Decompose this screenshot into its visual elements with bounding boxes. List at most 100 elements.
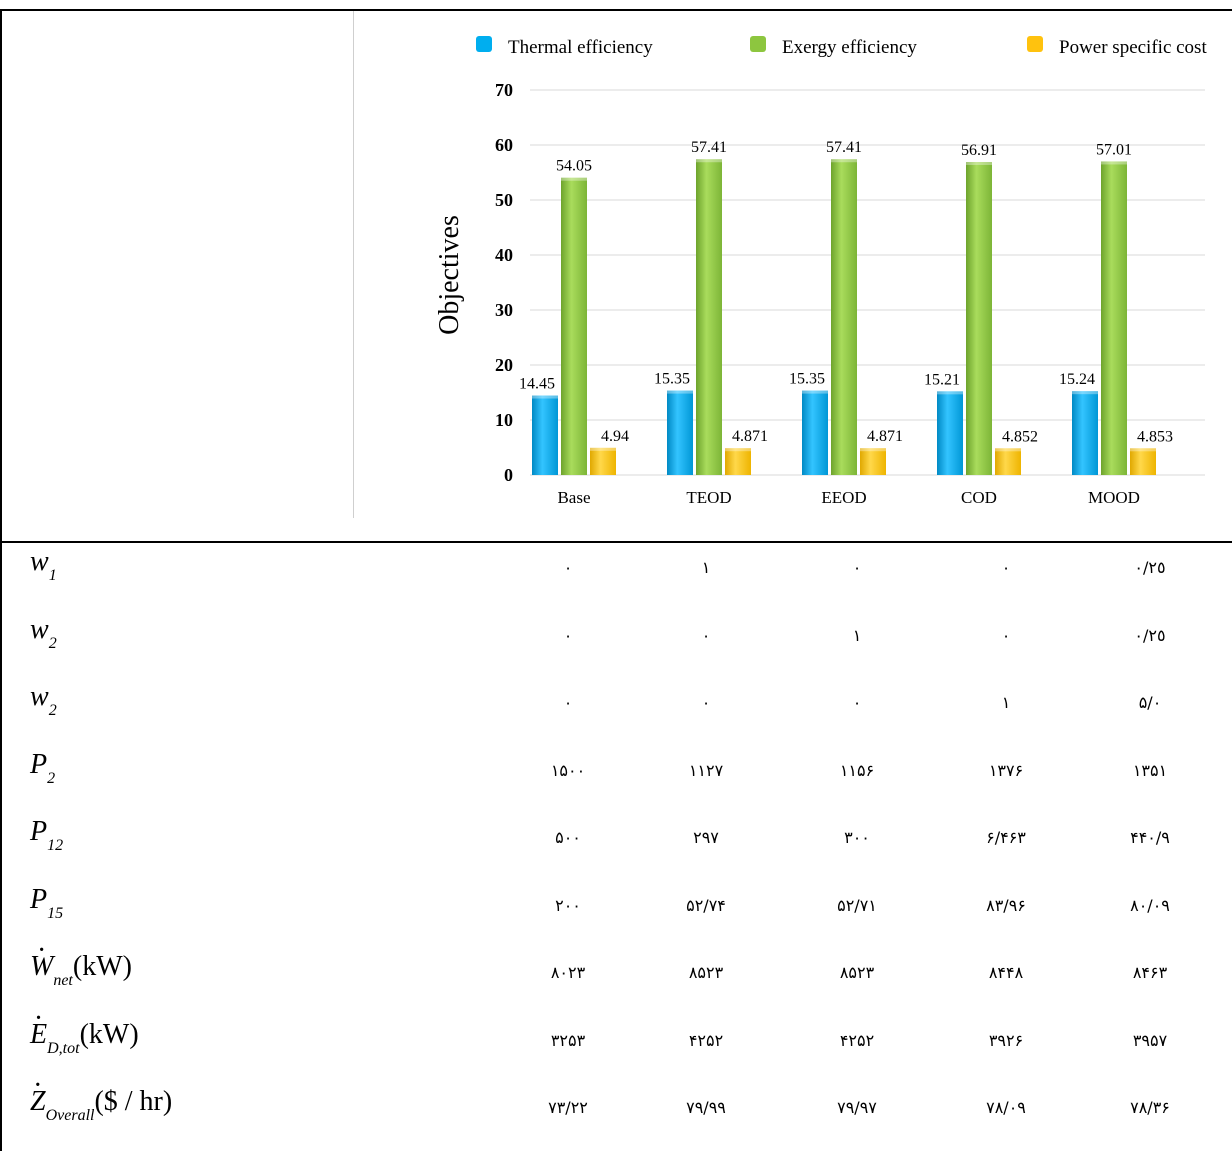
table-cell: ١١۵۶	[839, 760, 875, 780]
legend-label-exergy: Exergy efficiency	[782, 37, 917, 58]
table-cell: ١١٢٧	[688, 760, 724, 780]
bar-cap	[860, 448, 886, 452]
table-cell: ٧٩/٩٩	[686, 1098, 726, 1117]
table-cell: ٧٩/٩٧	[837, 1098, 877, 1117]
table-cell: ۴٢۵٢	[839, 1030, 875, 1050]
y-tick-label: 40	[495, 245, 513, 265]
data-label-exergy: 57.41	[826, 139, 862, 156]
data-label-exergy: 57.01	[1096, 141, 1132, 158]
legend-label-cost: Power specific cost	[1059, 37, 1207, 58]
table-cell: ٣٠٠	[844, 828, 870, 847]
data-label-cost: 4.94	[601, 428, 629, 445]
bar-cap	[725, 448, 751, 452]
table-cell: ۴٢۵٢	[688, 1030, 724, 1050]
variable-subscript: 2	[47, 769, 56, 787]
table-cell: ٧٨/٣۶	[1130, 1098, 1170, 1117]
data-label-thermal: 15.21	[924, 371, 960, 388]
bar-thermal-cod	[937, 391, 963, 475]
table-cell: ٨٣/٩۶	[986, 895, 1026, 915]
frame-middle-border	[0, 541, 1232, 543]
variable-symbol: w	[30, 681, 49, 712]
variable-subscript: 2	[48, 634, 57, 652]
bar-cost-mood	[1130, 448, 1156, 475]
row-label: w2	[30, 614, 57, 653]
variable-symbol: w	[30, 613, 49, 645]
legend-label-thermal: Thermal efficiency	[508, 37, 653, 58]
variable-symbol: W	[30, 951, 53, 983]
y-tick-label: 50	[495, 190, 513, 210]
bar-cost-eeod	[860, 448, 886, 475]
variable-subscript: D,tot	[47, 1039, 80, 1057]
bar-cap	[831, 159, 857, 163]
y-axis-label: Objectives	[434, 215, 465, 335]
variable-unit: (kW)	[72, 951, 132, 982]
table-cell: ٠	[1001, 625, 1011, 645]
variable-symbol: Z	[30, 1086, 46, 1118]
table-cell: ٠	[701, 693, 711, 712]
bar-cap	[966, 161, 992, 165]
bar-exergy-mood	[1101, 161, 1127, 475]
table-cell: ٠	[852, 693, 862, 712]
table-cell: ٣٩۵٧	[1132, 1030, 1168, 1050]
data-label-thermal: 15.35	[789, 371, 825, 388]
variable-unit: (kW)	[79, 1018, 139, 1050]
table-cell: ٨۴۴٨	[988, 963, 1024, 982]
table-cell: ٨٠٢٣	[550, 963, 586, 982]
table-cell: ٠	[852, 558, 862, 577]
table-cell: ٢٠٠	[555, 895, 581, 915]
variable-subscript: net	[53, 972, 73, 989]
table-cell: ٣٢۵٣	[550, 1030, 586, 1050]
bar-cost-cod	[995, 448, 1021, 475]
table-cell: ١	[852, 625, 862, 645]
bar-exergy-cod	[966, 161, 992, 475]
bar-thermal-eeod	[802, 390, 828, 475]
bar-cost-teod	[725, 448, 751, 475]
variable-subscript: Overall	[45, 1107, 95, 1124]
table-cell: ۴۴٠/٩	[1130, 828, 1170, 847]
bar-cap	[1130, 448, 1156, 452]
legend-swatch-thermal	[476, 36, 492, 52]
table-cell: ٠/۵	[1138, 693, 1162, 712]
bar-cap	[590, 447, 616, 451]
data-label-exergy: 56.91	[961, 142, 997, 159]
row-label: ED,tot(kW)	[30, 1019, 139, 1058]
bar-cap	[1101, 161, 1127, 165]
table-cell: ٧٨/٠٩	[986, 1098, 1026, 1117]
y-tick-label: 60	[495, 135, 513, 155]
table-cell: ۵٢/٧١	[837, 895, 877, 915]
variable-symbol: P	[30, 883, 48, 915]
y-tick-label: 0	[504, 465, 513, 485]
table-cell: ٨۵٢٣	[688, 963, 724, 982]
x-tick-label: Base	[557, 488, 590, 507]
bar-exergy-teod	[696, 159, 722, 475]
x-tick-label: TEOD	[686, 488, 731, 507]
bar-cap	[995, 448, 1021, 452]
table-cell: ٣٩٢۶	[988, 1030, 1024, 1050]
table-cell: ١	[1001, 693, 1011, 712]
variable-symbol: P	[30, 748, 48, 780]
y-tick-label: 70	[495, 80, 513, 100]
row-label: Wnet(kW)	[30, 951, 132, 990]
legend-swatch-exergy	[750, 36, 766, 52]
row-label: P2	[30, 749, 55, 788]
variable-symbol: P	[30, 816, 48, 847]
y-tick-label: 20	[495, 355, 513, 375]
row-label: P12	[30, 816, 63, 855]
table-cell: ١٣۵١	[1132, 760, 1168, 780]
table-cell: ١۵٠٠	[550, 760, 586, 780]
data-label-exergy: 57.41	[691, 139, 727, 156]
data-label-exergy: 54.05	[556, 158, 592, 175]
table-cell: ٠	[1001, 558, 1011, 577]
bar-thermal-teod	[667, 390, 693, 475]
table-cell: ١٣٧۶	[988, 760, 1024, 780]
bar-cap	[561, 177, 587, 181]
table-cell: ٠	[701, 625, 711, 645]
bar-exergy-base	[561, 177, 587, 475]
frame-left-border	[0, 9, 2, 1151]
legend-swatch-cost	[1027, 36, 1043, 52]
table-cell: ٢٩٧	[693, 828, 719, 847]
x-tick-label: COD	[961, 488, 997, 507]
bar-chart: 0 10 20 30 40 50 60 70 Objectives 14.45 54.05 4.94 B…	[434, 36, 1207, 507]
bar-cap	[667, 390, 693, 394]
